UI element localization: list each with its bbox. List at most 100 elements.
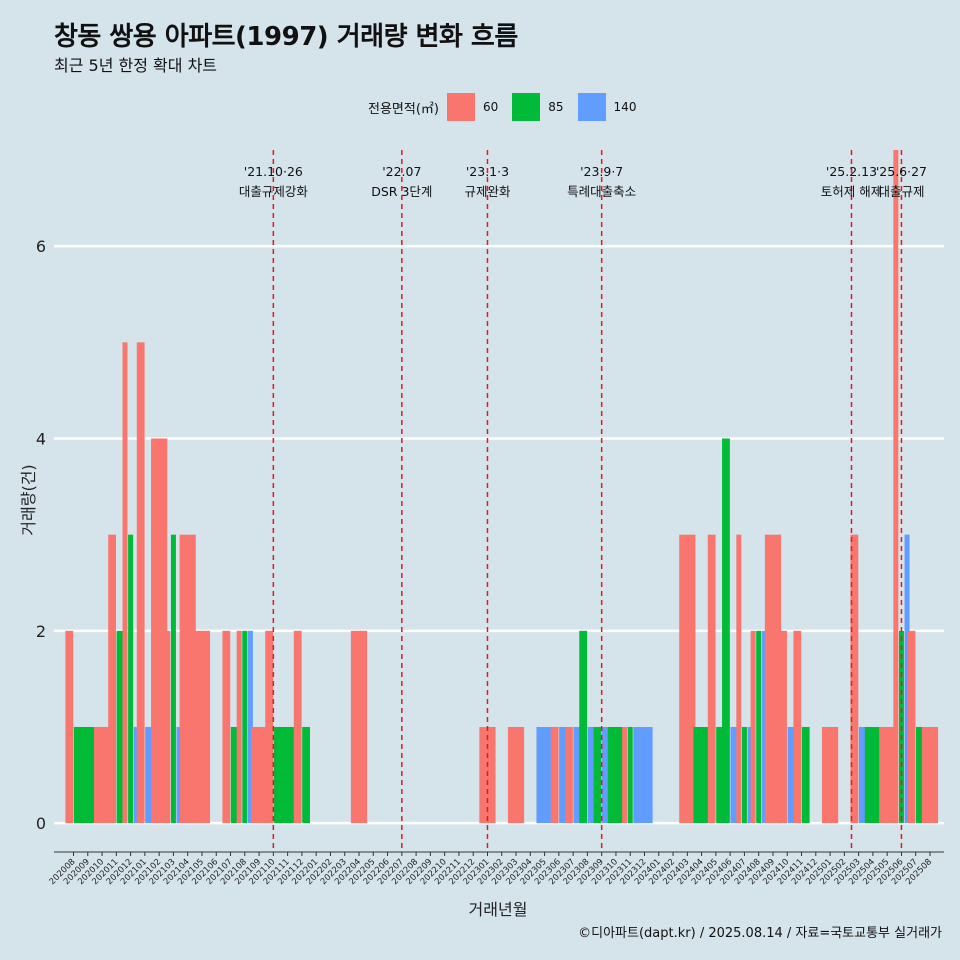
- bar-202305-140: [536, 726, 553, 824]
- bar-202409-60: [764, 534, 782, 824]
- event-label-2: 규제완화: [464, 184, 511, 199]
- event-date-3: '23.9·7: [580, 164, 623, 179]
- chart-subtitle: 최근 5년 한정 확대 차트: [54, 56, 218, 75]
- event-date-4: '25.2.13: [826, 164, 877, 179]
- bar-202311-140: [633, 726, 639, 824]
- legend-swatch-60: [446, 93, 475, 121]
- x-axis: 2020082020092020102020112020122021012021…: [48, 851, 944, 887]
- bar-202012-140: [133, 726, 139, 824]
- event-label-0: 대출규제강화: [239, 184, 309, 199]
- bar-202503-140: [858, 726, 867, 824]
- bar-202101-140: [145, 726, 153, 824]
- bar-202507-85: [916, 726, 924, 824]
- bar-202308-140: [587, 726, 596, 824]
- source-caption: ©디아파트(dapt.kr) / 2025.08.14 / 자료=국토교통부 실…: [578, 926, 942, 941]
- bar-202303-60: [507, 726, 525, 824]
- bar-202411-60: [793, 630, 802, 824]
- bar-202008-85: [73, 726, 82, 824]
- bar-202405-60: [707, 534, 716, 824]
- event-label-1: DSR 3단계: [371, 184, 432, 199]
- bar-202107-85: [230, 726, 239, 824]
- bar-202506-140: [904, 534, 910, 824]
- legend-label-85: 85: [548, 100, 564, 114]
- bar-202407-60: [736, 534, 742, 824]
- bar-202411-85: [801, 726, 810, 824]
- bar-202503-60: [850, 534, 859, 824]
- bar-202404-85: [693, 726, 710, 824]
- bar-202407-140: [747, 726, 753, 824]
- bar-202012-60: [122, 342, 128, 824]
- bar-202104-60: [179, 534, 196, 824]
- bar-202107-60: [222, 630, 231, 824]
- bar-202410-60: [779, 630, 787, 824]
- bar-202111-85: [279, 726, 296, 824]
- bar-202105-60: [193, 630, 211, 824]
- chart-title: 창동 쌍용 아파트(1997) 거래량 변화 흐름: [54, 22, 518, 52]
- event-label-3: 특례대출축소: [567, 184, 636, 199]
- y-tick-label-0: 0: [36, 814, 46, 833]
- y-tick-label-6: 6: [36, 237, 46, 256]
- bar-202307-60: [565, 726, 573, 824]
- bar-202507-60: [907, 630, 916, 824]
- legend-label-140: 140: [613, 100, 637, 114]
- legend-swatch-85: [512, 93, 541, 121]
- event-date-1: '22.07: [382, 164, 421, 179]
- legend-item-85: 85: [512, 93, 573, 121]
- bar-202501-60: [821, 726, 839, 824]
- bar-202108-140: [247, 630, 253, 824]
- bar-202011-85: [116, 630, 125, 824]
- bar-202306-60: [550, 726, 559, 824]
- bar-202311-85: [627, 726, 633, 824]
- policy-events: '21.10·26 대출규제강화 '22.07 DSR 3단계 '23.1·3 규제완화 '…: [239, 150, 927, 852]
- legend-swatch-140: [577, 93, 606, 121]
- bar-202008-60: [65, 630, 74, 824]
- bar-202108-85: [242, 630, 248, 824]
- x-axis-title: 거래년월: [469, 900, 528, 919]
- bar-202506-60: [893, 150, 899, 824]
- bar-202405-85: [716, 726, 724, 824]
- legend-label-60: 60: [482, 100, 499, 114]
- bar-202009-85: [79, 726, 96, 824]
- y-axis: 0 2 4 6: [36, 237, 46, 833]
- bar-202508-60: [921, 726, 939, 824]
- event-date-5: '25.6·27: [876, 164, 927, 179]
- bar-202103-60: [165, 630, 171, 824]
- bar-202406-85: [722, 438, 730, 824]
- bar-202112-85: [302, 726, 310, 824]
- bar-202012-85: [128, 534, 134, 824]
- y-axis-title: 거래량(건): [19, 464, 38, 535]
- bar-202406-140: [730, 726, 739, 824]
- bar-202102-60: [151, 438, 168, 824]
- bar-202505-60: [879, 726, 896, 824]
- bar-202110-60: [265, 630, 274, 824]
- bar-202309-85: [593, 726, 602, 824]
- bar-202010-60: [93, 726, 111, 824]
- bar-202312-140: [636, 726, 653, 824]
- bar-202403-60: [679, 534, 696, 824]
- legend: 전용면적(㎡) 60 85 140: [368, 93, 650, 121]
- bar-202307-140: [573, 726, 582, 824]
- y-tick-label-2: 2: [36, 622, 46, 641]
- bar-202109-60: [250, 726, 268, 824]
- bar-202410-140: [787, 726, 796, 824]
- bar-202308-85: [579, 630, 588, 824]
- bar-202103-85: [170, 534, 176, 824]
- bar-202101-60: [136, 342, 145, 824]
- legend-item-60: 60: [446, 93, 508, 121]
- bar-202311-60: [622, 726, 628, 824]
- bar-202112-60: [293, 630, 302, 824]
- event-label-4: 토허제 해제: [821, 184, 882, 199]
- bar-202204-60: [350, 630, 368, 824]
- bar-202504-85: [864, 726, 881, 824]
- bar-202110-85: [273, 726, 282, 824]
- bar-202108-60: [236, 630, 242, 824]
- legend-title: 전용면적(㎡): [368, 101, 439, 117]
- event-date-0: '21.10·26: [244, 164, 303, 179]
- bar-202011-60: [108, 534, 117, 824]
- bar-202408-60: [750, 630, 756, 824]
- bar-202309-140: [601, 726, 610, 824]
- event-date-2: '23.1·3: [466, 164, 509, 179]
- bar-202103-140: [176, 726, 182, 824]
- y-tick-label-4: 4: [36, 429, 46, 448]
